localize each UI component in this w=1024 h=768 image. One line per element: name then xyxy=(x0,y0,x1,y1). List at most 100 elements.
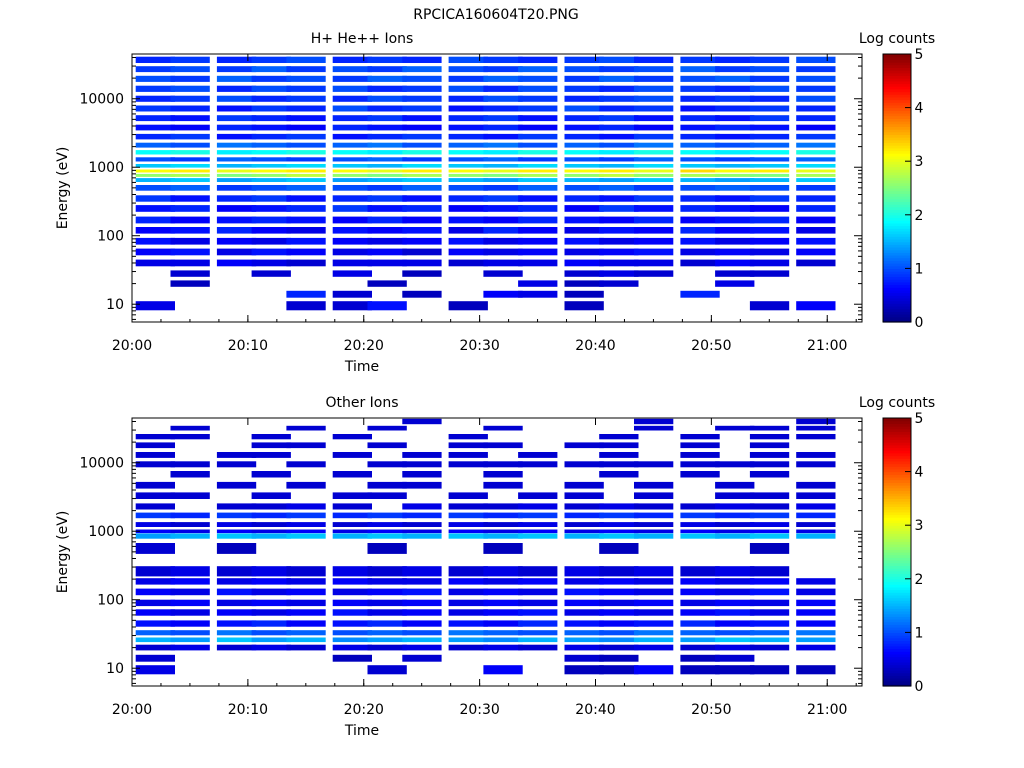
panel-2: 20:00 20:10 20:20 20:30 20:40 20:50 21:0010100… xyxy=(55,395,935,739)
spectrogram-cell xyxy=(402,105,442,112)
colorbar-label: Log counts xyxy=(859,31,935,47)
spectrogram-cell xyxy=(170,85,210,92)
colorbar-step xyxy=(883,246,911,251)
colorbar-step xyxy=(883,54,911,58)
colorbar-step xyxy=(883,88,911,93)
spectrogram-cell xyxy=(216,115,257,122)
spectrogram-cell xyxy=(715,124,755,131)
spectrogram-cell xyxy=(367,178,407,182)
spectrogram-cell xyxy=(251,637,291,643)
spectrogram-cell xyxy=(518,588,558,596)
colorbar-step xyxy=(883,592,911,596)
spectrogram-cell xyxy=(402,481,442,489)
colorbar-step xyxy=(883,554,911,558)
spectrogram-cell xyxy=(483,95,523,102)
spectrogram-cell xyxy=(796,492,836,499)
colorbar-step xyxy=(883,190,911,194)
spectrogram-cell xyxy=(402,248,442,256)
colorbar-step xyxy=(883,635,911,639)
spectrogram-cell xyxy=(518,173,558,177)
colorbar-step xyxy=(883,439,911,443)
spectrogram-cell xyxy=(448,169,488,173)
spectrogram-cell xyxy=(216,124,257,131)
colorbar-step xyxy=(883,268,911,272)
spectrogram-cell xyxy=(564,133,604,140)
spectrogram-cell xyxy=(367,227,407,234)
spectrogram-cell xyxy=(599,237,639,245)
colorbar-step xyxy=(883,501,911,505)
spectrogram-cell xyxy=(599,142,639,148)
spectrogram-cell xyxy=(796,195,836,202)
x-tick-label: 20:40 xyxy=(575,338,615,354)
spectrogram-cell xyxy=(715,609,755,616)
spectrogram-cell xyxy=(564,301,604,311)
spectrogram-cell xyxy=(796,481,836,489)
spectrogram-cell xyxy=(448,588,488,596)
spectrogram-cell xyxy=(286,66,326,73)
spectrogram-cell xyxy=(170,533,210,539)
colorbar-step xyxy=(883,468,911,473)
spectrogram-cell xyxy=(564,442,604,449)
y-axis-label: Energy (eV) xyxy=(55,147,71,230)
spectrogram-cell xyxy=(749,216,790,224)
spectrogram-cell xyxy=(564,503,604,510)
colorbar-step xyxy=(883,549,911,553)
spectrogram-cell xyxy=(402,637,442,643)
spectrogram-cell xyxy=(599,75,639,82)
colorbar-step xyxy=(883,83,911,87)
colorbar-frame xyxy=(882,53,912,323)
colorbar-step xyxy=(883,134,911,138)
spectrogram-cell xyxy=(564,654,604,662)
colorbar-step xyxy=(883,557,911,561)
spectrogram-cell xyxy=(796,259,836,267)
spectrogram-cell xyxy=(170,512,210,519)
spectrogram-cell xyxy=(680,169,720,173)
spectrogram-cell xyxy=(402,157,442,162)
spectrogram-cell xyxy=(634,644,674,651)
spectrogram-cell xyxy=(599,105,639,112)
spectrogram-cell xyxy=(135,259,175,267)
spectrogram-cell xyxy=(680,434,720,440)
spectrogram-cell xyxy=(749,503,790,510)
spectrogram-cell xyxy=(332,95,372,102)
spectrogram-cell xyxy=(216,512,257,519)
colorbar-step xyxy=(883,212,911,216)
spectrogram-cell xyxy=(367,248,407,256)
spectrogram-cell xyxy=(518,637,558,643)
spectrogram-cell xyxy=(715,150,755,155)
spectrogram-cell xyxy=(749,248,790,256)
spectrogram-cell xyxy=(216,452,257,458)
spectrogram-cell xyxy=(564,237,604,245)
spectrogram-cell xyxy=(402,85,442,92)
colorbar-step xyxy=(883,204,911,208)
spectrogram-cell xyxy=(286,185,326,191)
colorbar-step xyxy=(883,629,911,633)
spectrogram-cell xyxy=(448,237,488,245)
spectrogram-cell xyxy=(216,533,257,539)
spectrogram-cell xyxy=(518,205,558,212)
spectrogram-cell xyxy=(599,66,639,73)
spectrogram-cell xyxy=(715,56,755,63)
spectrogram-cell xyxy=(367,609,407,616)
colorbar-step xyxy=(883,131,911,135)
spectrogram-cell xyxy=(448,452,488,458)
spectrogram-cell xyxy=(216,216,257,224)
spectrogram-cell xyxy=(680,442,720,449)
spectrogram-cell xyxy=(332,133,372,140)
spectrogram-cell xyxy=(286,588,326,596)
spectrogram-cell xyxy=(518,164,558,168)
spectrogram-cell xyxy=(715,630,755,636)
spectrogram-cell xyxy=(332,503,372,510)
spectrogram-cell xyxy=(216,503,257,510)
spectrogram-cell xyxy=(518,620,558,627)
colorbar-step xyxy=(883,155,911,160)
spectrogram-cell xyxy=(402,566,442,577)
colorbar-step xyxy=(883,80,911,85)
colorbar-step xyxy=(883,509,911,513)
colorbar-step xyxy=(883,506,911,510)
colorbar-step xyxy=(883,99,911,103)
spectrogram-cell xyxy=(483,425,523,431)
spectrogram-cell xyxy=(448,205,488,212)
spectrogram-cell xyxy=(634,259,674,267)
